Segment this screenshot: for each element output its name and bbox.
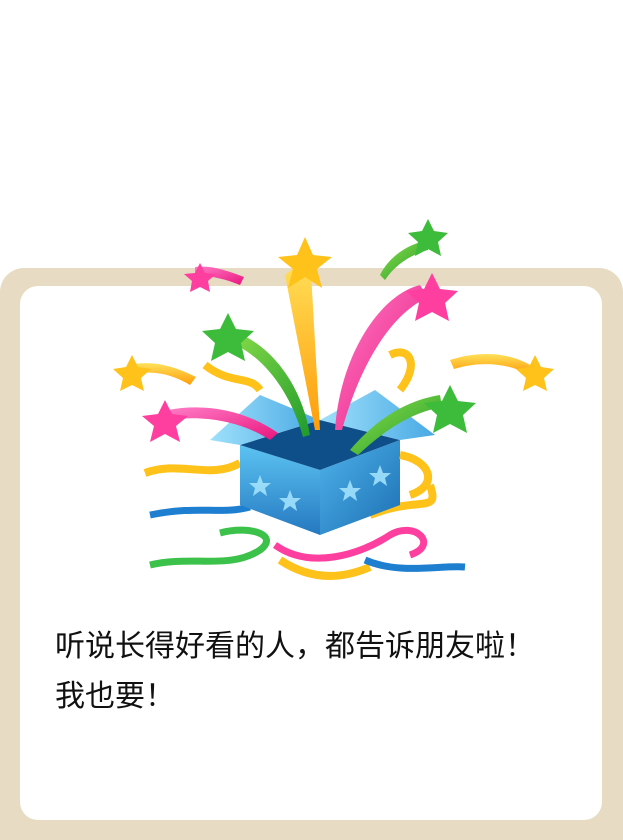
share-message-line-2: 我也要！ [55,679,175,714]
star-yellow-right [516,355,554,391]
gift-box-flap-right [320,390,435,440]
gift-box-illustration [113,219,554,580]
gift-box-stars [249,465,391,511]
ribbon-yellow-upper-left [202,361,264,393]
gift-box-left-face [240,445,320,535]
ribbon-yellow-upper-right [388,348,415,393]
ribbon-yellow-bottom [277,556,372,580]
ribbon-yellow-left [143,459,242,477]
star-pink-small [184,263,216,292]
shooting-star-yellow-center [285,255,320,430]
ribbon-blue-right [363,556,466,572]
ribbon-pink-bottom [272,526,428,562]
star-pink-right [406,273,458,321]
shooting-star-pink-left [168,407,278,440]
ribbon-green-left [149,526,270,569]
shooting-star-yellow-right [450,353,530,373]
star-green-right [424,385,476,433]
ribbon-blue-left [149,503,251,519]
star-green-left [202,313,254,361]
shooting-star-pink-small [195,266,244,285]
gift-box-right-face [320,440,400,535]
share-message-line-1: 听说长得好看的人，都告诉朋友啦！ [55,629,535,664]
star-yellow-left [113,355,151,391]
box-ribbon [399,451,433,499]
share-message: 听说长得好看的人，都告诉朋友啦！ 我也要！ [55,622,600,722]
star-yellow-top [278,237,332,288]
star-pink-left [142,400,188,442]
gift-box-flap-left [210,395,320,445]
shooting-star-green-right [350,395,442,455]
star-green-top [408,219,448,256]
